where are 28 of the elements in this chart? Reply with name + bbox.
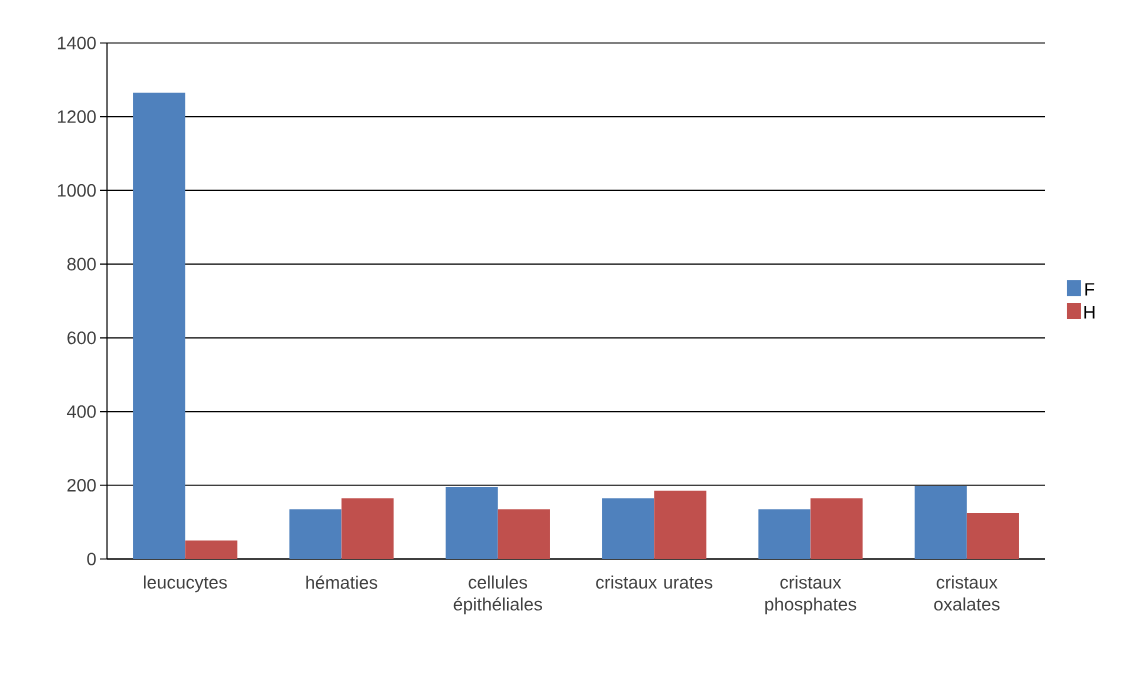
legend-label: F [1085,283,1095,296]
x-tick-label: cristaux urates [596,575,713,589]
x-tick-label: cristaux oxalates [934,575,1000,611]
y-tick-label: 200 [67,478,96,492]
y-tick-label: 600 [67,331,96,345]
bar [497,509,550,559]
y-tick-label: 0 [87,552,96,566]
bar [445,487,498,559]
bar [966,512,1019,559]
x-tick-label: leucucytes [144,575,227,593]
y-tick-label: 1400 [57,36,96,50]
bar [133,92,186,559]
x-tick-label: hématies [306,575,378,589]
bar [602,498,655,559]
bar [185,540,238,559]
bar [654,490,707,559]
legend-label: H [1084,306,1095,319]
bar [810,498,863,559]
bar [758,509,811,559]
bar [341,498,394,559]
y-tick-label: 1200 [57,110,96,124]
x-tick-label: cellules épithéliales [453,575,543,615]
y-tick-label: 1000 [57,184,96,197]
y-tick-label: 800 [67,257,96,271]
bar [289,509,342,559]
x-tick-label: cristaux phosphates [765,575,857,615]
bar [914,486,967,559]
y-tick-label: 400 [66,405,96,418]
